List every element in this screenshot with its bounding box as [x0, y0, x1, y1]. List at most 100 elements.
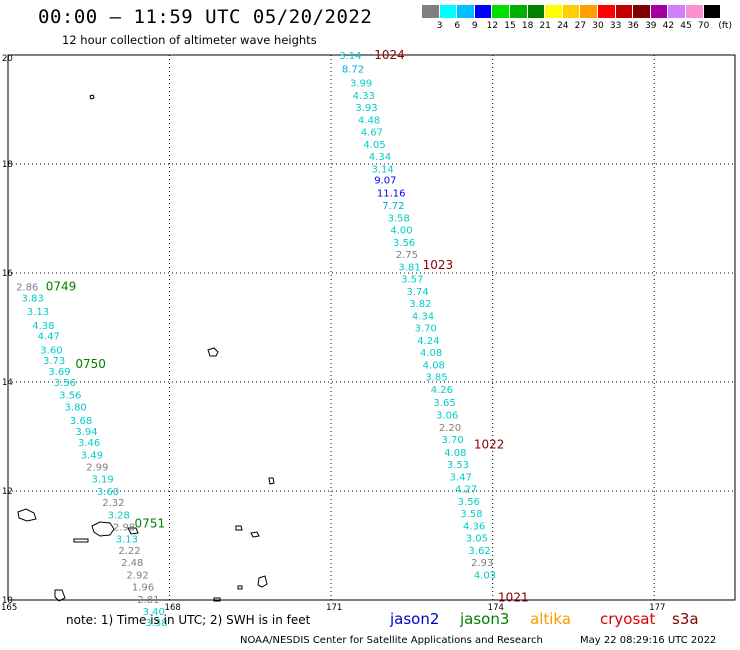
- wave-height-label: 3.83: [21, 294, 43, 305]
- wave-height-label: 3.58: [460, 509, 482, 520]
- colorbar-swatch: [615, 5, 634, 18]
- x-tick-label: 177: [649, 603, 665, 613]
- wave-height-label: 3.47: [450, 472, 472, 483]
- wave-height-label: 3.14: [372, 164, 394, 175]
- colorbar-swatch: [685, 5, 704, 18]
- wave-height-label: 3.93: [355, 103, 377, 114]
- footer-timestamp: May 22 08:29:16 UTC 2022: [580, 635, 717, 646]
- colorbar-unit-label: (ft): [718, 21, 732, 31]
- wave-height-label: 3.14: [339, 51, 361, 62]
- wave-height-label: 4.05: [363, 140, 385, 151]
- wave-height-label: 3.53: [447, 460, 469, 471]
- wave-height-label: 3.60: [97, 487, 119, 498]
- satellite-legend-altika: altika: [530, 610, 572, 628]
- wave-height-label: 4.26: [431, 385, 453, 396]
- wave-height-label: 3.46: [78, 438, 100, 449]
- pass-time-label: 1021: [498, 590, 529, 604]
- satellite-legend-jason3: jason3: [460, 610, 510, 628]
- colorbar-swatch: [633, 5, 651, 18]
- colorbar-tick-label: 24: [557, 21, 569, 31]
- wave-height-label: 2.22: [118, 546, 140, 557]
- wave-height-label: 3.13: [27, 307, 49, 318]
- island-outline: [250, 531, 260, 538]
- wave-height-label: 4.00: [390, 225, 412, 236]
- x-tick-label: 171: [326, 603, 342, 613]
- wave-height-label: 3.69: [48, 367, 70, 378]
- island-outline: [73, 538, 89, 543]
- wave-height-label: 3.99: [350, 78, 372, 89]
- wave-height-label: 2.86: [16, 283, 38, 294]
- wave-height-label: 3.70: [442, 435, 464, 446]
- colorbar-tick-label: 39: [645, 21, 657, 31]
- wave-height-label: 4.33: [353, 91, 375, 102]
- wave-height-label: 3.28: [108, 510, 130, 521]
- pass-time-label: 1024: [374, 48, 405, 62]
- wave-height-label: 3.80: [65, 403, 87, 414]
- pass-time-label: 1022: [474, 438, 505, 452]
- colorbar-swatch: [527, 5, 546, 18]
- island-outline: [213, 597, 221, 602]
- pass-time-label: 0750: [75, 357, 106, 371]
- x-tick-label: 168: [165, 603, 181, 613]
- colorbar-labels: 3 6 9 12 15 18 21 24 27 30 33 36 39 42 45 70 (ft): [422, 21, 740, 33]
- island-outline: [54, 589, 66, 602]
- wave-height-label: 2.48: [121, 558, 143, 569]
- wave-height-label: 3.56: [54, 378, 76, 389]
- island-outline: [237, 585, 243, 590]
- wave-height-label: 2.32: [102, 498, 124, 509]
- wave-height-label: 4.36: [463, 521, 485, 532]
- wave-height-label: 3.38: [145, 618, 167, 629]
- wave-height-label: 2.92: [126, 570, 148, 581]
- island-outline: [91, 521, 115, 537]
- colorbar-swatch: [492, 5, 510, 18]
- y-tick-label: 18: [2, 160, 13, 170]
- colorbar-swatch: [474, 5, 493, 18]
- wave-height-label: 2.75: [396, 250, 418, 261]
- plot-frame: [7, 54, 736, 601]
- footer-credit: NOAA/NESDIS Center for Satellite Applica…: [240, 635, 543, 646]
- page-title: 00:00 – 11:59 UTC 05/20/2022: [38, 6, 373, 28]
- wave-height-label: 3.56: [458, 497, 480, 508]
- wave-height-label: 4.08: [423, 361, 445, 372]
- wave-height-label: 2.99: [86, 462, 108, 473]
- colorbar-swatch: [597, 5, 616, 18]
- wave-height-label: 3.65: [433, 398, 455, 409]
- pass-time-label: 1023: [423, 258, 454, 272]
- colorbar-tick-label: 3: [436, 21, 443, 31]
- pass-time-label: 0751: [135, 517, 166, 531]
- colorbar-swatch: [439, 5, 458, 18]
- colorbar-tick-label: 21: [539, 21, 551, 31]
- y-tick-label: 14: [2, 378, 13, 388]
- wave-height-label: 3.62: [468, 546, 490, 557]
- colorbar-tick-label: 27: [574, 21, 587, 31]
- y-tick-label: 10: [2, 596, 13, 606]
- colorbar-swatch: [545, 5, 563, 18]
- colorbar-tick-label: 15: [504, 21, 516, 31]
- wave-height-label: 2.20: [439, 423, 461, 434]
- colorbar-tick-label: 33: [609, 21, 622, 31]
- island-outline: [89, 94, 95, 100]
- wave-height-label: 2.93: [471, 558, 493, 569]
- wave-height-label: 7.72: [382, 201, 404, 212]
- wave-height-label: 3.57: [401, 274, 423, 285]
- wave-height-label: 3.74: [407, 287, 429, 298]
- colorbar-swatch: [562, 5, 581, 18]
- island-outline: [127, 527, 139, 535]
- colorbar-tick-label: 70: [697, 21, 710, 31]
- pass-time-label: 0749: [46, 280, 77, 294]
- wave-height-label: 3.56: [59, 391, 81, 402]
- wave-height-label: 3.19: [91, 474, 113, 485]
- satellite-legend-cryosat: cryosat: [600, 610, 656, 628]
- wave-height-label: 4.03: [474, 570, 496, 581]
- wave-height-label: 4.48: [358, 115, 380, 126]
- island-outline: [268, 477, 275, 485]
- colorbar-tick-label: 6: [454, 21, 461, 31]
- wave-height-label: 3.70: [415, 324, 437, 335]
- x-tick-label: 165: [1, 603, 17, 613]
- page-subtitle: 12 hour collection of altimeter wave hei…: [62, 33, 317, 47]
- wave-height-label: 8.72: [342, 65, 364, 76]
- wave-height-label: 4.08: [444, 448, 466, 459]
- y-tick-label: 16: [2, 269, 13, 279]
- colorbar-legend: [422, 5, 722, 18]
- wave-height-label: 3.40: [143, 607, 165, 618]
